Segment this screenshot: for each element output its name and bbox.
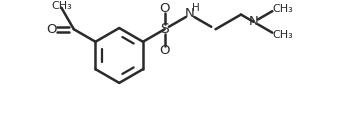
Text: N: N (185, 7, 195, 20)
Text: O: O (159, 44, 170, 57)
Text: CH₃: CH₃ (272, 30, 293, 40)
Text: N: N (249, 15, 258, 28)
Text: CH₃: CH₃ (272, 4, 293, 14)
Text: CH₃: CH₃ (51, 1, 72, 11)
Text: O: O (159, 2, 170, 15)
Text: S: S (160, 22, 169, 36)
Text: H: H (192, 3, 200, 13)
Text: O: O (46, 23, 57, 36)
